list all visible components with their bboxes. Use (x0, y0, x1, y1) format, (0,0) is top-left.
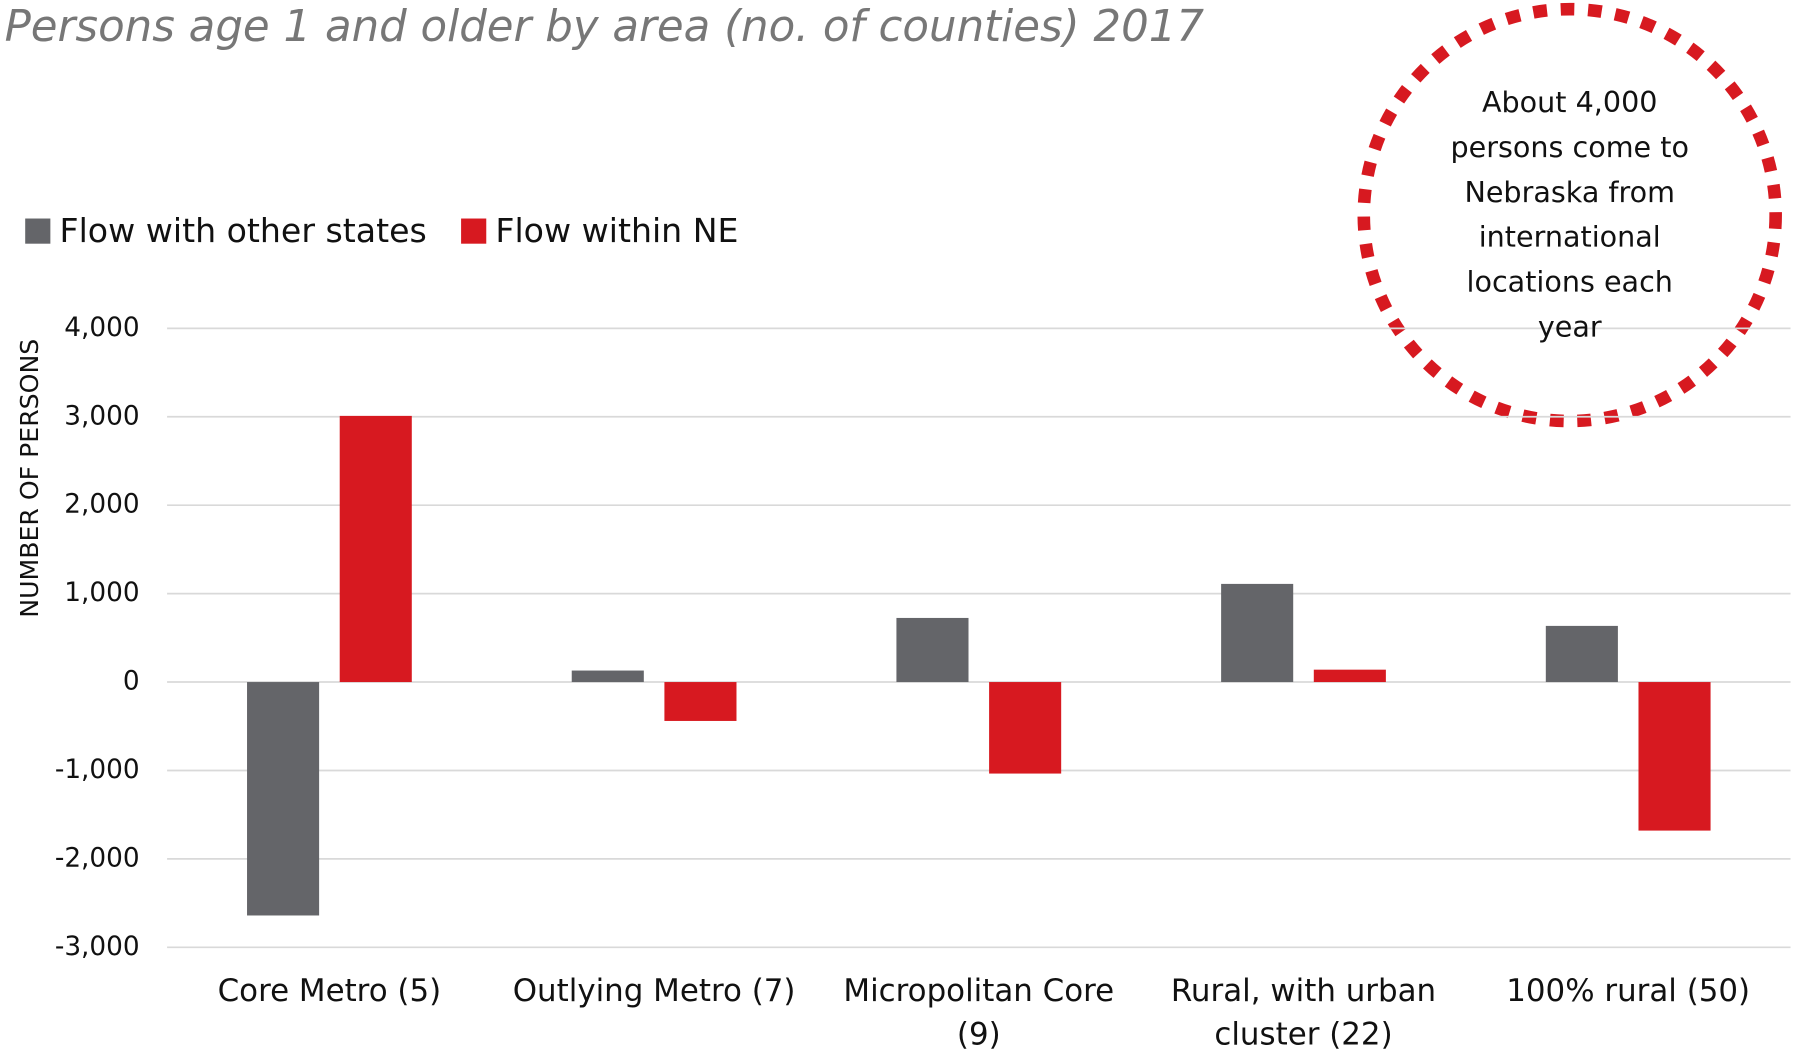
y-tick-label: 2,000 (64, 490, 139, 520)
bar (1545, 625, 1618, 683)
y-tick-label: 1,000 (64, 578, 139, 608)
legend-label: Flow within NE (495, 211, 738, 250)
legend-swatch (25, 218, 51, 244)
y-axis-label: NUMBER OF PERSONS (15, 339, 44, 618)
annotation-line: About 4,000 (1482, 85, 1658, 119)
x-tick-label: Core Metro (5) (217, 973, 442, 1010)
x-tick-label: Rural, with urban cluster (22) (1170, 973, 1437, 1053)
chart-title: Persons age 1 and older by area (no. of … (5, 2, 1205, 52)
x-tick-label-box: 100% rural (50) (1506, 973, 1751, 1010)
x-tick-label: Outlying Metro (7) (512, 973, 796, 1010)
bar (339, 415, 412, 683)
bar (247, 682, 320, 916)
x-tick-label: Micropolitan Core (9) (843, 973, 1115, 1053)
annotation-line: Nebraska from (1464, 175, 1675, 209)
bar (664, 682, 737, 721)
bar (1221, 583, 1294, 683)
y-tick-label: -2,000 (55, 843, 140, 873)
x-tick-label-box: Rural, with urban cluster (22) (1170, 973, 1437, 1053)
bar (896, 617, 969, 683)
y-tick-label: 3,000 (64, 401, 139, 431)
annotation-line: international (1479, 220, 1661, 254)
x-tick-label-box: Outlying Metro (7) (512, 973, 796, 1010)
annotation-line: locations each (1467, 265, 1673, 299)
bar (989, 682, 1062, 774)
legend-swatch (461, 218, 487, 244)
y-tick-label: -1,000 (55, 755, 140, 785)
annotation-line: year (1538, 309, 1602, 343)
legend-label: Flow with other states (60, 211, 427, 250)
bar (1638, 682, 1711, 831)
y-tick-label: -3,000 (55, 932, 140, 962)
annotation-line: persons come to (1450, 130, 1688, 164)
bar (571, 670, 644, 683)
y-tick-label: 4,000 (64, 313, 139, 343)
y-tick-label: 0 (123, 667, 140, 697)
x-tick-label: 100% rural (50) (1506, 973, 1751, 1010)
annotation-circle (1357, 2, 1782, 428)
bar (1313, 669, 1386, 683)
x-tick-label-box: Core Metro (5) (217, 973, 442, 1010)
x-tick-label-box: Micropolitan Core (9) (843, 973, 1115, 1053)
